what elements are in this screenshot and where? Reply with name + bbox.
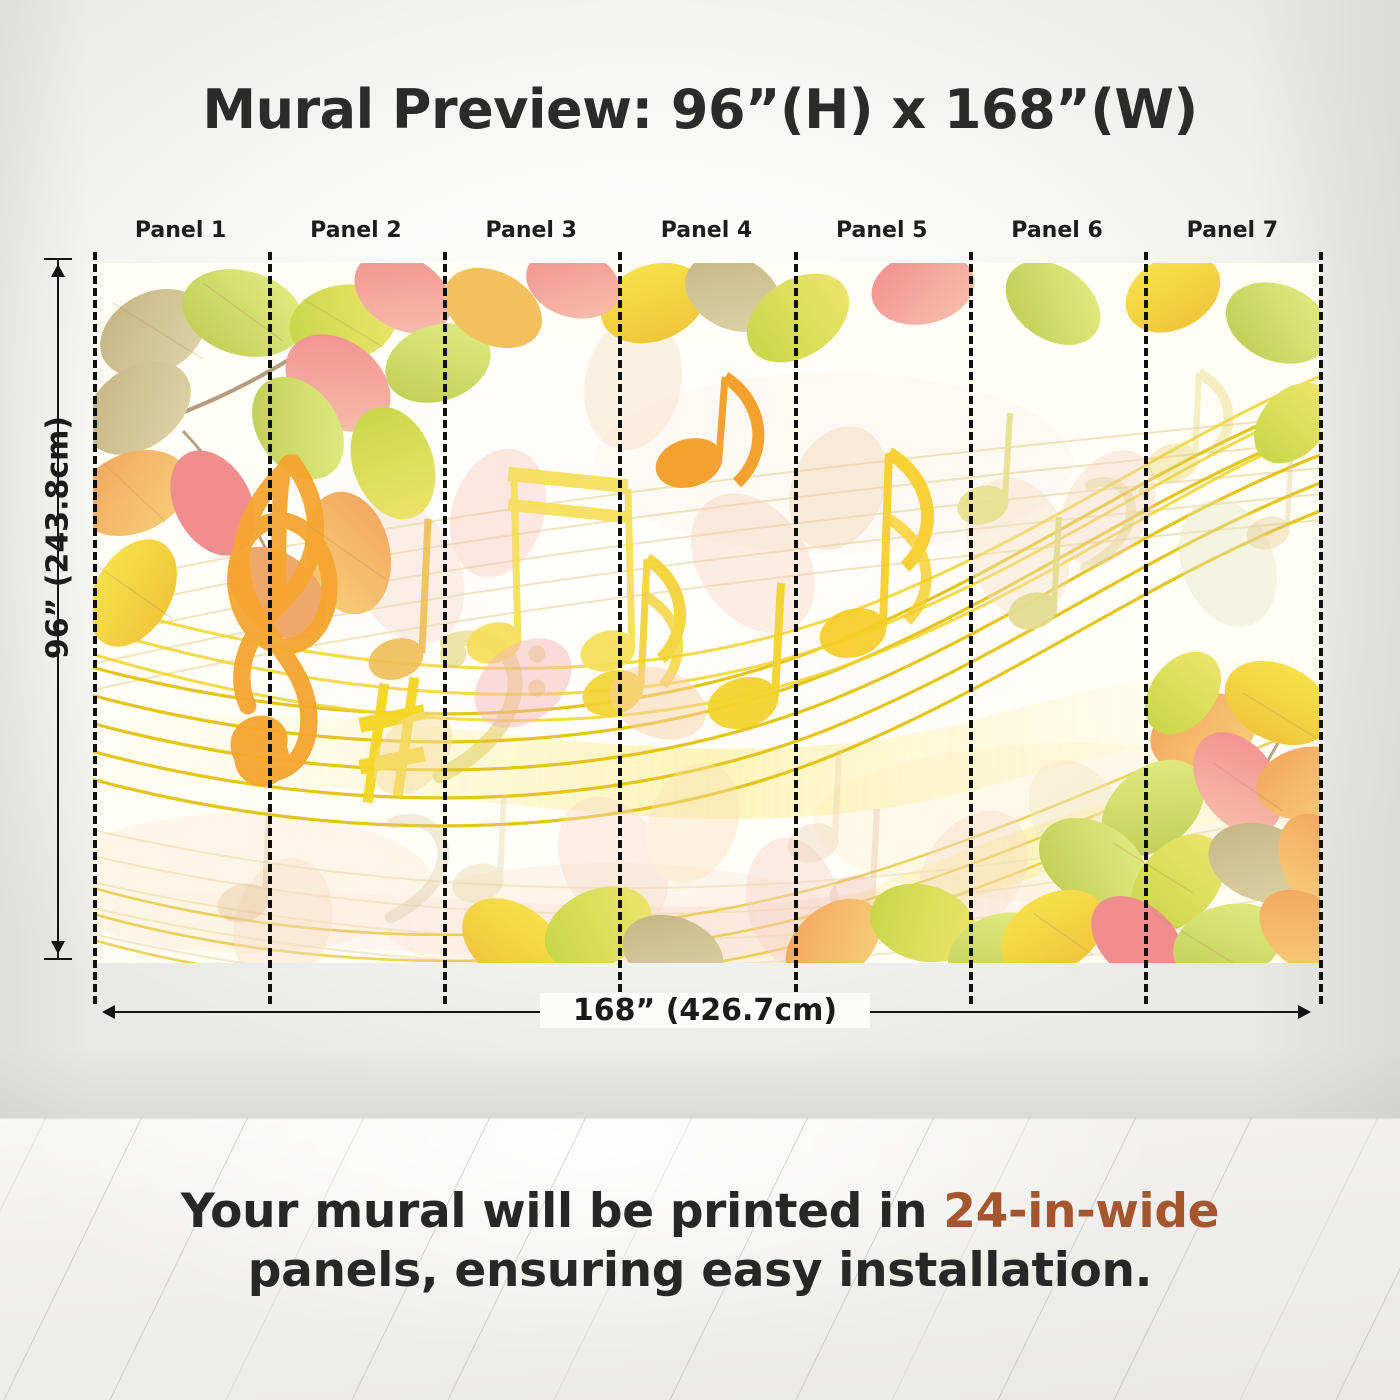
caption-line-2: panels, ensuring easy installation. bbox=[247, 1242, 1153, 1298]
mural-artwork bbox=[93, 263, 1320, 963]
floor-wall-joint bbox=[0, 1117, 1400, 1120]
panel-label-7: Panel 7 bbox=[1186, 218, 1279, 243]
height-arrow-down bbox=[51, 941, 65, 954]
panel-divider-left-edge bbox=[93, 252, 97, 1004]
height-tick-bottom bbox=[44, 958, 72, 960]
panel-divider-6 bbox=[1144, 252, 1148, 1004]
panel-label-4: Panel 4 bbox=[660, 218, 753, 243]
height-tick-top bbox=[44, 258, 72, 260]
panel-divider-3 bbox=[618, 252, 622, 1004]
panel-divider-1 bbox=[268, 252, 272, 1004]
wall-base-shadow bbox=[0, 1047, 1400, 1117]
panel-divider-4 bbox=[794, 252, 798, 1004]
caption-line-1-text: Your mural will be printed in bbox=[180, 1184, 944, 1239]
caption-line-1: Your mural will be printed in 24-in-wide bbox=[0, 1183, 1400, 1242]
width-arrow-left bbox=[102, 1005, 115, 1019]
panel-label-row: Panel 1 Panel 2 Panel 3 Panel 4 Panel 5 … bbox=[93, 214, 1320, 248]
height-arrow-up bbox=[51, 264, 65, 277]
width-dimension-label: 168” (426.7cm) bbox=[540, 993, 870, 1028]
panel-label-6: Panel 6 bbox=[1011, 218, 1103, 243]
caption-accent: 24-in-wide bbox=[943, 1184, 1220, 1239]
height-dimension-line bbox=[57, 258, 59, 960]
height-dimension-label: 96” (243.8cm) bbox=[40, 415, 76, 660]
panel-label-1: Panel 1 bbox=[134, 218, 227, 243]
panel-divider-right-edge bbox=[1319, 252, 1323, 1004]
width-arrow-right bbox=[1298, 1005, 1311, 1019]
panel-divider-2 bbox=[443, 252, 447, 1004]
floor-highlight bbox=[0, 1117, 1400, 1400]
panel-label-2: Panel 2 bbox=[310, 218, 402, 243]
panel-divider-5 bbox=[969, 252, 973, 1004]
wood-floor bbox=[0, 1117, 1400, 1400]
page-title: Mural Preview: 96”(H) x 168”(W) bbox=[202, 78, 1198, 141]
panel-label-5: Panel 5 bbox=[836, 218, 928, 243]
mural-art-svg bbox=[93, 263, 1320, 963]
panel-label-3: Panel 3 bbox=[485, 218, 577, 243]
installation-caption: Your mural will be printed in 24-in-wide… bbox=[0, 1183, 1400, 1301]
wall-shadow-left bbox=[0, 0, 90, 1117]
